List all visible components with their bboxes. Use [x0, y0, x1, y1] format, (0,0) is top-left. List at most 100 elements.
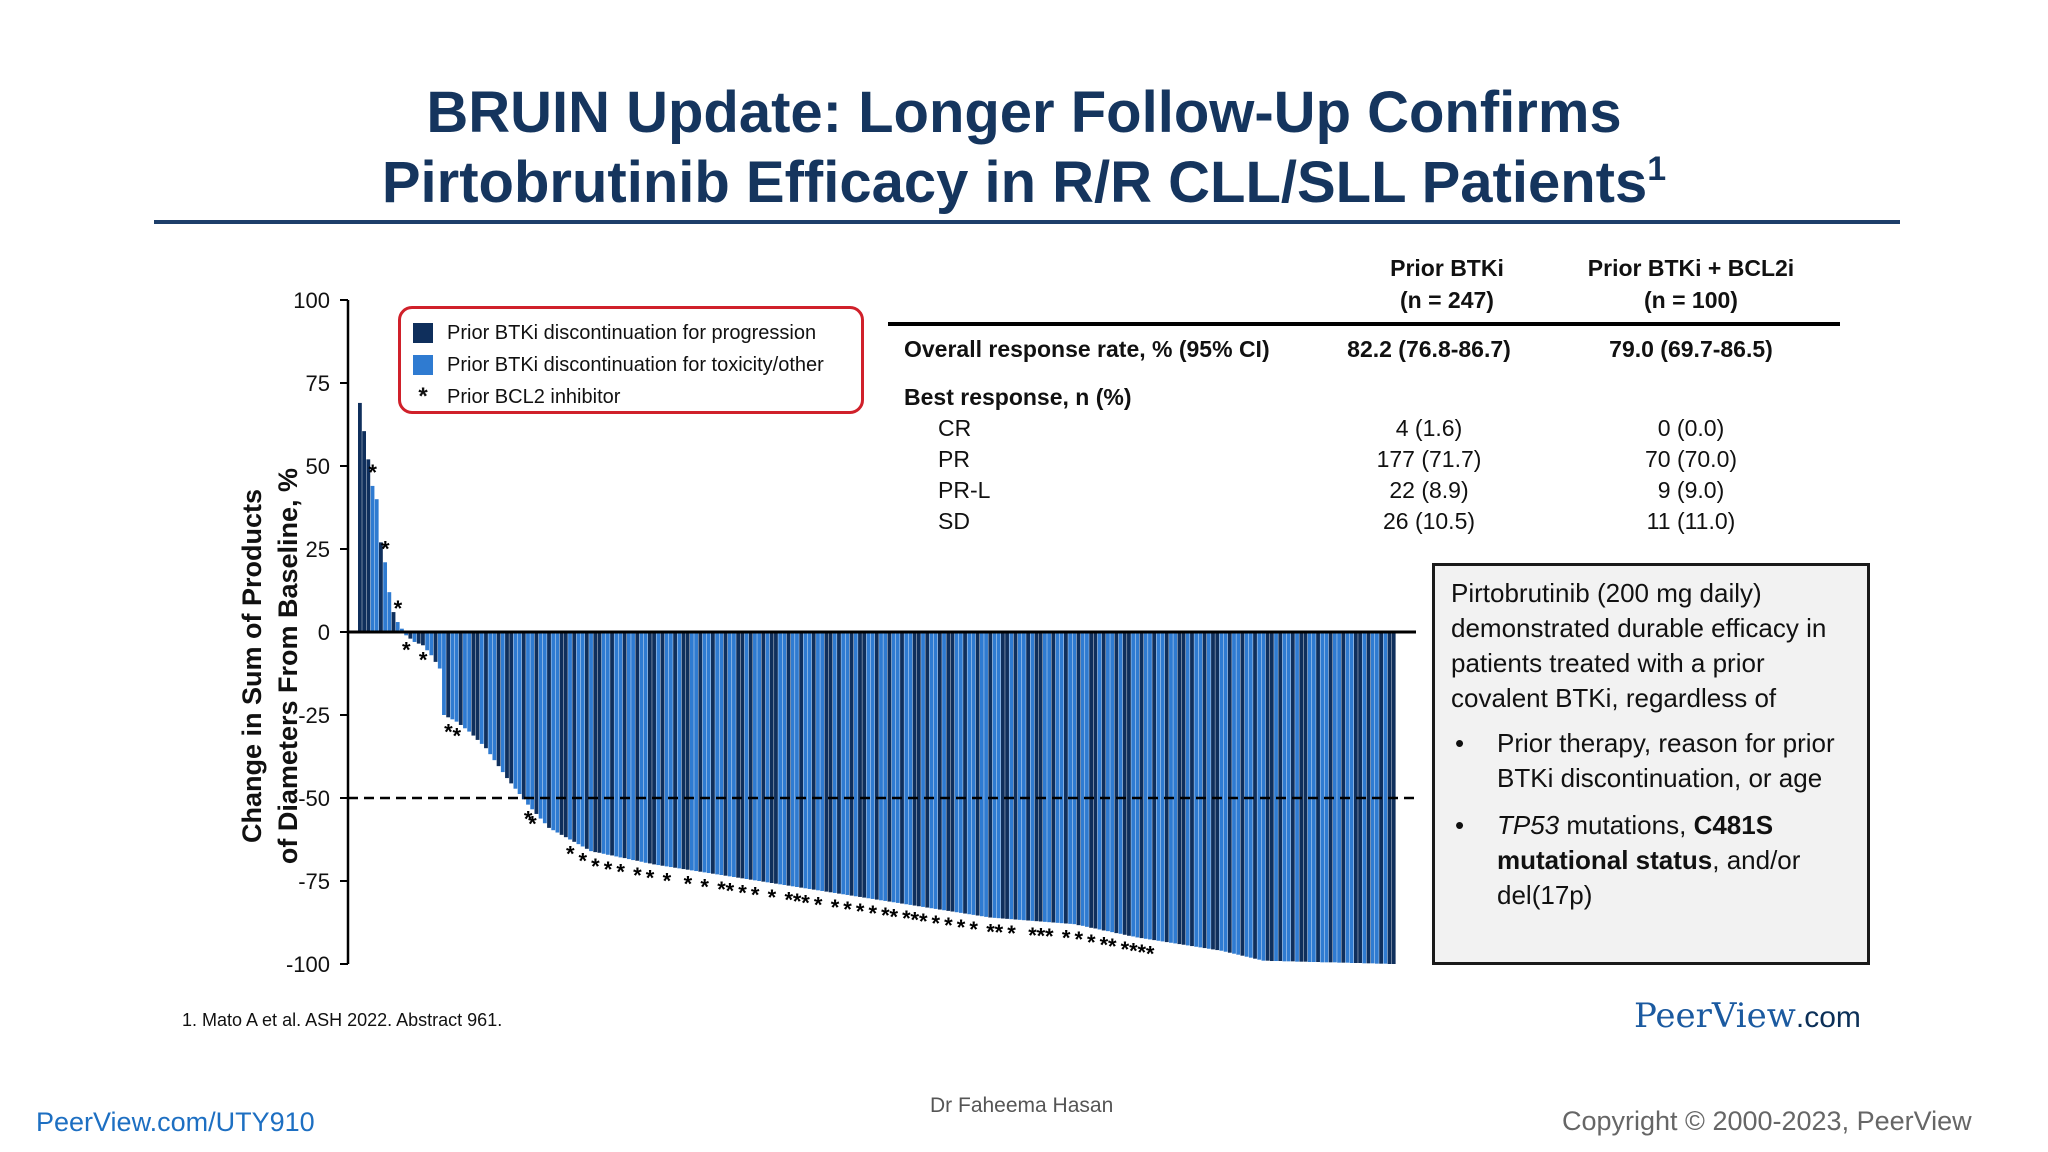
row-label-cr: CR: [938, 415, 972, 441]
bar: [526, 632, 530, 805]
bar: [568, 632, 572, 840]
bar: [433, 632, 438, 662]
bar: [879, 632, 883, 901]
bar: [429, 632, 434, 656]
bar: [925, 632, 930, 908]
y-tick-label: -100: [286, 952, 330, 977]
y-tick-label: 100: [293, 288, 330, 313]
bcl2-marker: *: [663, 868, 672, 893]
bar: [614, 632, 619, 857]
bar: [841, 632, 846, 895]
bar: [900, 632, 904, 904]
bar: [807, 632, 812, 889]
bar: [492, 632, 497, 761]
bar: [874, 632, 879, 900]
bar: [1282, 632, 1287, 962]
bar: [1059, 632, 1064, 924]
bar: [1206, 632, 1211, 949]
bar: [723, 632, 728, 876]
callout-intro: Pirtobrutinib (200 mg daily) demonstrate…: [1451, 578, 1827, 713]
bar: [1064, 632, 1068, 924]
bar: [408, 632, 413, 639]
bcl2-marker: *: [801, 890, 810, 915]
bcl2-marker: *: [814, 892, 823, 917]
bar: [421, 632, 425, 646]
bcl2-marker: *: [726, 878, 735, 903]
bar: [849, 632, 854, 896]
bar: [1160, 632, 1165, 942]
bar: [496, 632, 501, 767]
bar: [1013, 632, 1018, 920]
bcl2-marker: *: [419, 647, 428, 672]
bar: [391, 612, 396, 632]
column-header-prior-btki-bcl2i-n: (n = 100): [1644, 287, 1738, 313]
activity-link[interactable]: PeerView.com/UTY910: [36, 1107, 315, 1137]
bar: [1265, 632, 1270, 961]
key-finding-callout: Pirtobrutinib (200 mg daily) demonstrate…: [1432, 563, 1870, 965]
bar: [912, 632, 917, 906]
bcl2-marker: *: [1108, 934, 1117, 959]
bar: [1030, 632, 1035, 921]
bar: [1038, 632, 1043, 922]
bar: [1043, 632, 1047, 922]
bar: [736, 632, 741, 878]
bar: [702, 632, 707, 873]
bar: [1072, 632, 1077, 925]
bcl2-markers-group: **** ** **** * * * * * * * * * * * * * * * * * * * * * * * * * * * * * *…: [368, 460, 1154, 967]
bar: [790, 632, 795, 887]
bar: [1097, 632, 1102, 930]
legend-item-progression: Prior BTKi discontinuation for progressi…: [413, 317, 849, 349]
bar: [1009, 632, 1014, 920]
bar: [500, 632, 505, 773]
bar: [1236, 632, 1241, 955]
bar: [488, 632, 493, 755]
bar: [559, 632, 564, 835]
bar: [1131, 632, 1136, 937]
bar: [458, 632, 463, 725]
bcl2-marker: *: [843, 897, 852, 922]
column-header-prior-btki-bcl2i: Prior BTKi + BCL2i (n = 100): [1572, 252, 1810, 316]
bar: [950, 632, 955, 912]
bar: [891, 632, 896, 903]
bcl2-marker: *: [452, 724, 461, 749]
bar: [979, 632, 984, 917]
bar: [996, 632, 1001, 919]
bar: [706, 632, 711, 874]
bar: [795, 632, 799, 887]
y-ticks-group: 100 75 50 25 0 -25 -50 -75 -100: [286, 288, 348, 977]
bcl2-marker: *: [1100, 932, 1109, 957]
bar: [404, 632, 409, 636]
bar: [1248, 632, 1253, 958]
bar: [963, 632, 967, 914]
bar: [1148, 632, 1152, 940]
bar: [732, 632, 736, 878]
bar: [1080, 632, 1085, 926]
bar: [958, 632, 963, 913]
bar: [1114, 632, 1119, 934]
bar: [517, 632, 522, 795]
bar: [820, 632, 825, 891]
bcl2-marker: *: [738, 880, 747, 905]
bar: [442, 632, 446, 715]
bar: [1261, 632, 1266, 961]
bcl2-marker: *: [368, 460, 377, 485]
bar: [589, 632, 593, 852]
bar: [908, 632, 913, 905]
bar: [828, 632, 833, 893]
bar: [816, 632, 820, 891]
bcl2-marker: *: [881, 903, 890, 928]
bar: [866, 632, 871, 899]
bar: [379, 542, 383, 632]
bar: [1232, 632, 1236, 954]
column-header-prior-btki-n: (n = 247): [1400, 287, 1494, 313]
bar: [1253, 632, 1257, 959]
table-row: PR-L 22 (8.9) 9 (9.0): [904, 475, 1840, 506]
brand-domain: .com: [1795, 1001, 1861, 1034]
column-header-prior-btki-label: Prior BTKi: [1390, 255, 1504, 281]
bar: [387, 592, 392, 632]
bar: [572, 632, 577, 842]
cell-pr-l-prior-btki: 22 (8.9): [1389, 477, 1469, 503]
bcl2-marker: *: [751, 882, 760, 907]
bcl2-marker: *: [932, 911, 941, 936]
presenter-name: Dr Faheema Hasan: [930, 1094, 1114, 1117]
